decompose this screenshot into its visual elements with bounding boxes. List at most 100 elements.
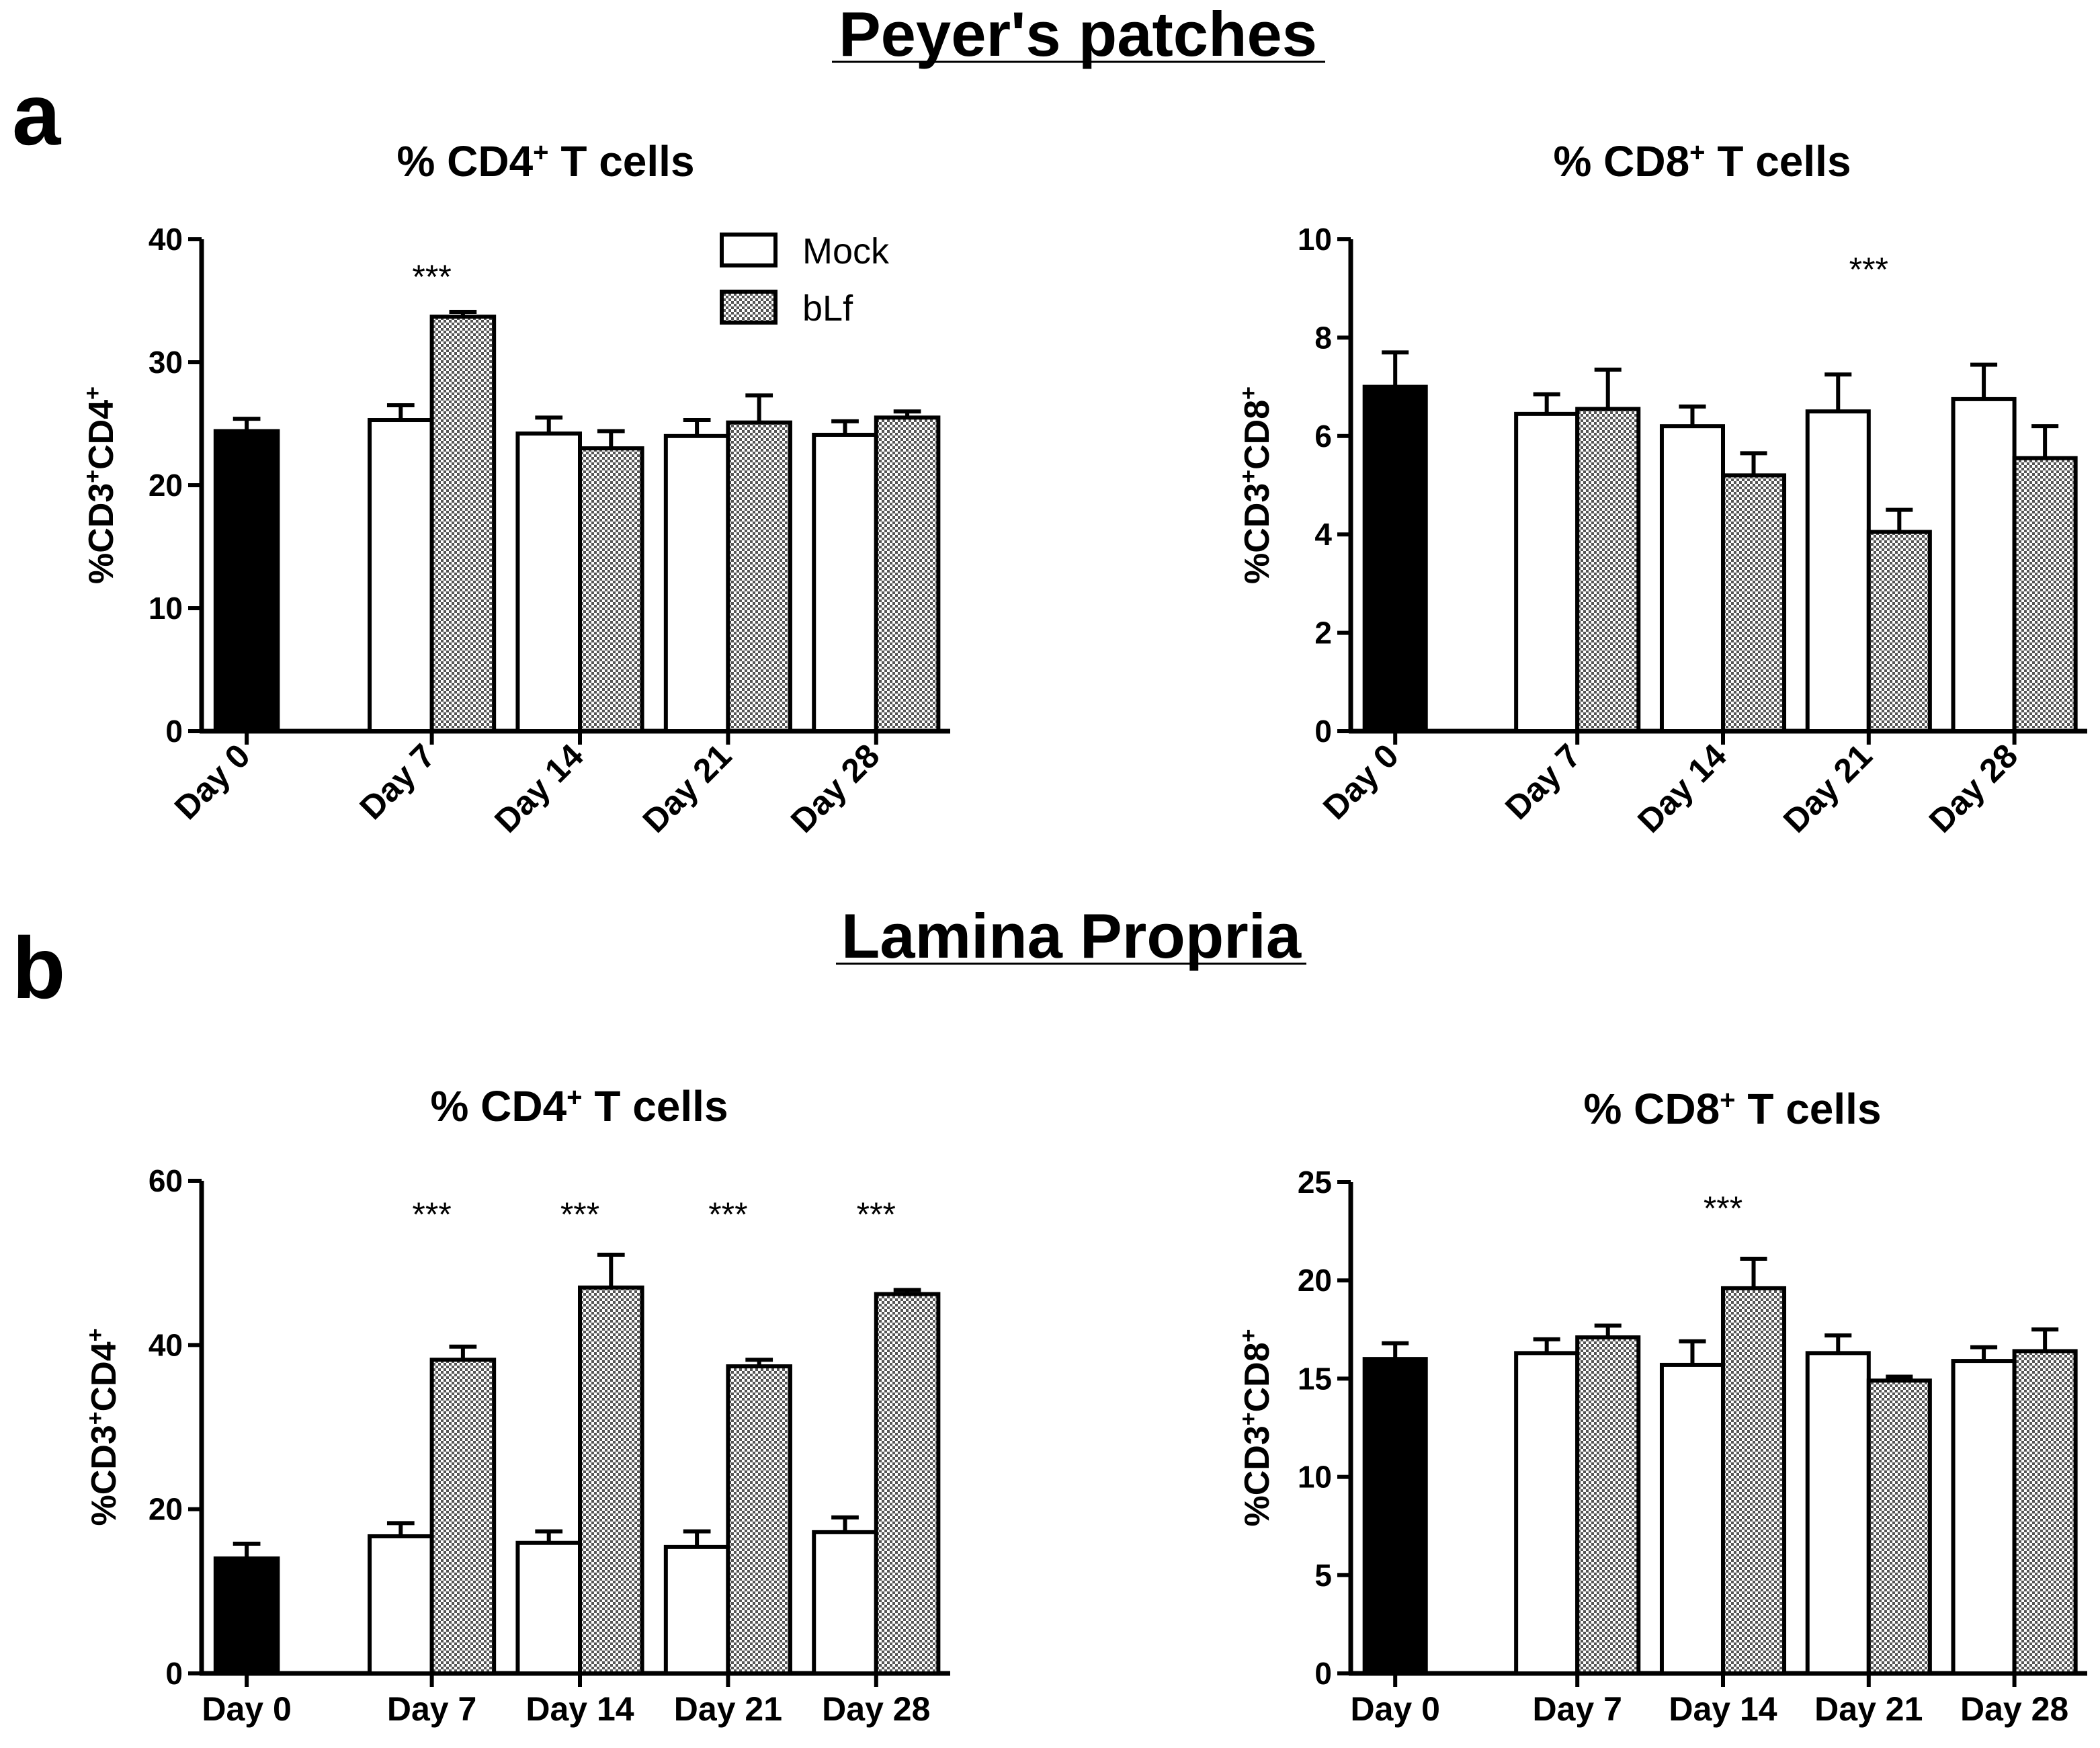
x-tick-label: Day 14 <box>487 737 591 840</box>
bar-mock <box>1514 411 1580 733</box>
chart-title-sup: + <box>533 138 548 167</box>
bar-control <box>213 1556 280 1675</box>
y-axis-label-part: %CD3 <box>85 1425 124 1526</box>
x-tick-label: Day 7 <box>387 1690 476 1728</box>
bar-mock <box>812 1530 878 1675</box>
section-title-lamina-propria: Lamina Propria <box>841 901 1302 971</box>
bar-blf <box>726 420 792 733</box>
y-tick-label: 15 <box>1298 1361 1332 1396</box>
legend-label-mock: Mock <box>802 231 890 272</box>
chart-title-main: % CD4 <box>430 1082 566 1130</box>
y-axis-label-part: CD4 <box>82 400 121 470</box>
bar-blf <box>2012 1349 2078 1675</box>
bar-mock <box>663 1544 730 1675</box>
y-axis-label: %CD3+CD4+ <box>80 386 121 584</box>
chart-title: % CD4+ T cells <box>430 1082 728 1130</box>
y-axis-label-sup: + <box>83 1411 108 1425</box>
bar-mock <box>1951 1359 2017 1675</box>
y-axis-label-part: %CD3 <box>82 483 121 584</box>
y-tick-label: 30 <box>149 345 183 380</box>
bar-mock <box>1951 397 2017 734</box>
y-axis-label: %CD3+CD8+ <box>1236 386 1277 584</box>
bar-blf <box>1721 1286 1787 1675</box>
x-tick-label: Day 7 <box>1532 1690 1622 1728</box>
y-tick-label: 20 <box>149 468 183 503</box>
y-tick-label: 0 <box>165 714 183 749</box>
chart-title-main: % CD8 <box>1583 1085 1720 1133</box>
y-tick-label: 20 <box>1298 1263 1332 1298</box>
chart-title-main: % CD4 <box>396 137 533 185</box>
chart-title-sup: + <box>1720 1085 1735 1115</box>
bar-mock <box>515 1540 583 1675</box>
bar-blf <box>726 1364 792 1675</box>
x-tick-label: Day 21 <box>674 1690 782 1728</box>
y-axis-label-part: %CD3 <box>1238 483 1277 584</box>
significance-marker: *** <box>857 1196 896 1233</box>
y-axis-label-sup: + <box>80 386 106 400</box>
x-tick-label: Day 14 <box>526 1690 634 1728</box>
bar-control <box>1362 384 1428 733</box>
y-axis-label-sup: + <box>1236 1412 1261 1425</box>
legend-swatch-blf <box>720 290 778 325</box>
bar-blf <box>578 446 644 733</box>
y-axis-label: %CD3+CD8+ <box>1236 1329 1277 1526</box>
y-tick-label: 10 <box>1298 1460 1332 1495</box>
y-tick-label: 40 <box>149 222 183 257</box>
bar-control <box>213 429 280 733</box>
significance-marker: *** <box>708 1196 747 1233</box>
chart-title-main: % CD8 <box>1553 137 1689 185</box>
x-tick-label: Day 28 <box>822 1690 930 1728</box>
significance-marker: *** <box>412 258 451 296</box>
y-axis-label-sup: + <box>1236 386 1261 400</box>
bar-blf <box>429 315 497 734</box>
bar-mock <box>368 418 434 733</box>
bar-blf <box>874 415 941 733</box>
y-tick-label: 4 <box>1314 517 1332 552</box>
chart-title-rest: T cells <box>549 137 695 185</box>
y-tick-label: 0 <box>1314 1656 1332 1691</box>
bar-blf <box>1866 1378 1932 1675</box>
y-axis-label: %CD3+CD4+ <box>83 1328 124 1526</box>
bar-mock <box>1659 1362 1726 1675</box>
y-axis-label-sup: + <box>83 1328 108 1341</box>
x-tick-label: Day 21 <box>1776 737 1880 840</box>
y-tick-label: 40 <box>149 1327 183 1362</box>
y-tick-label: 6 <box>1314 419 1332 454</box>
bar-mock <box>1805 1351 1871 1675</box>
y-tick-label: 2 <box>1314 616 1332 651</box>
bar-mock <box>663 433 730 733</box>
y-axis-label-part: %CD3 <box>1238 1425 1277 1526</box>
x-tick-label: Day 7 <box>352 737 442 827</box>
significance-marker: *** <box>412 1196 451 1233</box>
y-axis-label-part: CD4 <box>85 1341 124 1411</box>
section-title-peyers-patches: Peyer's patches <box>839 0 1317 69</box>
y-tick-label: 0 <box>165 1656 183 1691</box>
panel-letter-a: a <box>12 65 62 163</box>
bar-mock <box>1659 424 1726 733</box>
x-tick-label: Day 28 <box>784 737 887 840</box>
x-tick-label: Day 0 <box>1316 737 1406 827</box>
y-axis-label-part: CD8 <box>1238 400 1277 470</box>
x-tick-label: Day 28 <box>1922 737 2025 840</box>
x-tick-label: Day 7 <box>1498 737 1588 827</box>
significance-marker: *** <box>560 1196 599 1233</box>
chart-title-sup: + <box>566 1083 582 1112</box>
bar-mock <box>1514 1351 1580 1675</box>
significance-marker: *** <box>1849 251 1888 288</box>
y-axis-label-sup: + <box>1236 470 1261 483</box>
chart-title-rest: T cells <box>1706 137 1851 185</box>
bar-blf <box>429 1358 497 1676</box>
x-tick-label: Day 0 <box>202 1690 291 1728</box>
chart-title-sup: + <box>1689 138 1705 167</box>
y-tick-label: 25 <box>1298 1165 1332 1200</box>
bar-blf <box>1721 473 1787 733</box>
y-tick-label: 5 <box>1314 1558 1332 1593</box>
bar-mock <box>1805 409 1871 733</box>
x-tick-label: Day 28 <box>1960 1690 2068 1728</box>
bar-blf <box>1575 1335 1641 1675</box>
